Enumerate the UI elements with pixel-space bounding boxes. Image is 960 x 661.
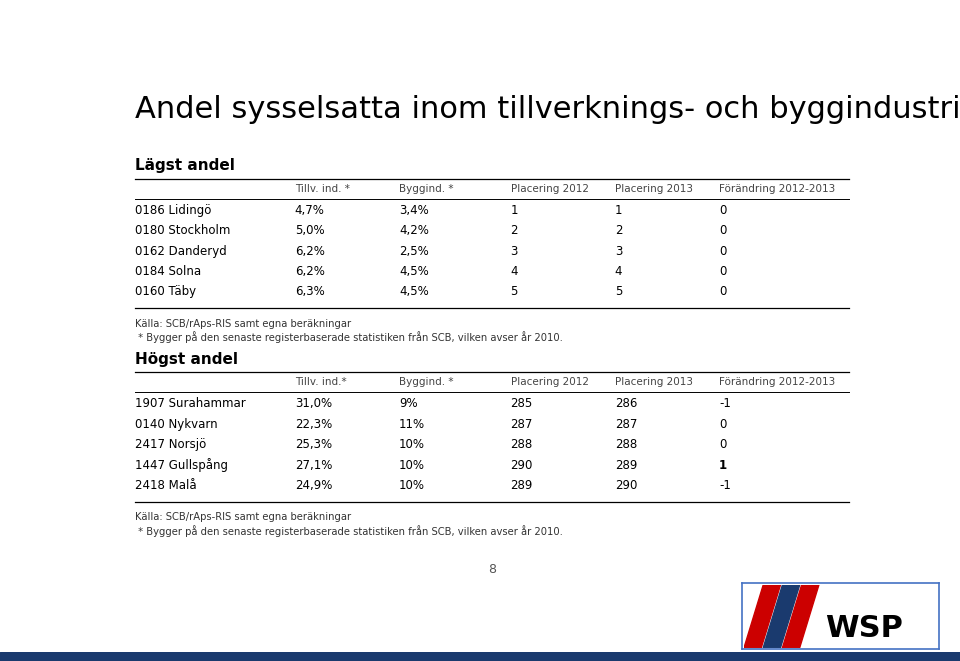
Text: 24,9%: 24,9% xyxy=(295,479,332,492)
Text: 0140 Nykvarn: 0140 Nykvarn xyxy=(134,418,218,431)
Text: 287: 287 xyxy=(511,418,533,431)
Text: 1: 1 xyxy=(614,204,622,217)
Text: Högst andel: Högst andel xyxy=(134,352,238,367)
Text: 0180 Stockholm: 0180 Stockholm xyxy=(134,224,230,237)
Text: 5,0%: 5,0% xyxy=(295,224,324,237)
Text: WSP: WSP xyxy=(825,614,902,642)
Text: 8: 8 xyxy=(488,563,496,576)
Text: 4: 4 xyxy=(511,265,518,278)
Text: 285: 285 xyxy=(511,397,533,410)
Text: 0186 Lidingö: 0186 Lidingö xyxy=(134,204,211,217)
Text: 6,2%: 6,2% xyxy=(295,245,324,258)
Text: 290: 290 xyxy=(614,479,637,492)
Text: 0: 0 xyxy=(719,204,727,217)
Text: 0: 0 xyxy=(719,438,727,451)
Text: Andel sysselsatta inom tillverknings- och byggindustrin: Andel sysselsatta inom tillverknings- oc… xyxy=(134,95,960,124)
Text: 6,3%: 6,3% xyxy=(295,286,324,299)
Text: 1907 Surahammar: 1907 Surahammar xyxy=(134,397,246,410)
Text: 0162 Danderyd: 0162 Danderyd xyxy=(134,245,227,258)
Text: 11%: 11% xyxy=(399,418,425,431)
Text: 2: 2 xyxy=(511,224,518,237)
Text: 0: 0 xyxy=(719,245,727,258)
Text: 4: 4 xyxy=(614,265,622,278)
Text: 10%: 10% xyxy=(399,459,425,471)
Text: 6,2%: 6,2% xyxy=(295,265,324,278)
Text: 5: 5 xyxy=(614,286,622,299)
Text: 1: 1 xyxy=(511,204,518,217)
Text: 2: 2 xyxy=(614,224,622,237)
Text: 4,7%: 4,7% xyxy=(295,204,324,217)
Polygon shape xyxy=(744,585,780,648)
Text: Placering 2012: Placering 2012 xyxy=(511,184,588,194)
Text: -1: -1 xyxy=(719,479,731,492)
Text: Placering 2012: Placering 2012 xyxy=(511,377,588,387)
Text: Källa: SCB/rAps-RIS samt egna beräkningar: Källa: SCB/rAps-RIS samt egna beräkninga… xyxy=(134,319,351,329)
Text: Tillv. ind.*: Tillv. ind.* xyxy=(295,377,347,387)
Text: 3,4%: 3,4% xyxy=(399,204,429,217)
Text: 22,3%: 22,3% xyxy=(295,418,332,431)
Text: Lägst andel: Lägst andel xyxy=(134,158,235,173)
Text: 3: 3 xyxy=(614,245,622,258)
Text: 2418 Malå: 2418 Malå xyxy=(134,479,197,492)
Text: * Bygger på den senaste registerbaserade statistiken från SCB, vilken avser år 2: * Bygger på den senaste registerbaserade… xyxy=(134,331,563,343)
Text: Källa: SCB/rAps-RIS samt egna beräkningar: Källa: SCB/rAps-RIS samt egna beräkninga… xyxy=(134,512,351,522)
Text: 27,1%: 27,1% xyxy=(295,459,332,471)
Text: 0184 Solna: 0184 Solna xyxy=(134,265,201,278)
Text: 4,2%: 4,2% xyxy=(399,224,429,237)
Text: 289: 289 xyxy=(614,459,637,471)
Text: Byggind. *: Byggind. * xyxy=(399,377,453,387)
Text: 0: 0 xyxy=(719,418,727,431)
Text: 4,5%: 4,5% xyxy=(399,286,429,299)
Text: Förändring 2012-2013: Förändring 2012-2013 xyxy=(719,377,835,387)
Polygon shape xyxy=(782,585,819,648)
Text: Förändring 2012-2013: Förändring 2012-2013 xyxy=(719,184,835,194)
Text: 0: 0 xyxy=(719,286,727,299)
Text: 2,5%: 2,5% xyxy=(399,245,429,258)
Text: 3: 3 xyxy=(511,245,518,258)
Text: Byggind. *: Byggind. * xyxy=(399,184,453,194)
Text: 10%: 10% xyxy=(399,438,425,451)
Text: 0160 Täby: 0160 Täby xyxy=(134,286,196,299)
Text: Placering 2013: Placering 2013 xyxy=(614,184,693,194)
Text: 25,3%: 25,3% xyxy=(295,438,332,451)
Text: 0: 0 xyxy=(719,224,727,237)
Text: 31,0%: 31,0% xyxy=(295,397,332,410)
Text: 288: 288 xyxy=(511,438,533,451)
Text: -1: -1 xyxy=(719,397,731,410)
Text: 1447 Gullspång: 1447 Gullspång xyxy=(134,459,228,473)
Text: 9%: 9% xyxy=(399,397,418,410)
Text: 4,5%: 4,5% xyxy=(399,265,429,278)
Text: 10%: 10% xyxy=(399,479,425,492)
Text: Placering 2013: Placering 2013 xyxy=(614,377,693,387)
Text: 288: 288 xyxy=(614,438,637,451)
Polygon shape xyxy=(763,585,800,648)
Text: 287: 287 xyxy=(614,418,637,431)
Text: 286: 286 xyxy=(614,397,637,410)
Text: 5: 5 xyxy=(511,286,518,299)
Text: 0: 0 xyxy=(719,265,727,278)
Text: 289: 289 xyxy=(511,479,533,492)
Text: Tillv. ind. *: Tillv. ind. * xyxy=(295,184,349,194)
Text: * Bygger på den senaste registerbaserade statistiken från SCB, vilken avser år 2: * Bygger på den senaste registerbaserade… xyxy=(134,525,563,537)
Text: 290: 290 xyxy=(511,459,533,471)
Text: 1: 1 xyxy=(719,459,727,471)
Text: 2417 Norsjö: 2417 Norsjö xyxy=(134,438,206,451)
